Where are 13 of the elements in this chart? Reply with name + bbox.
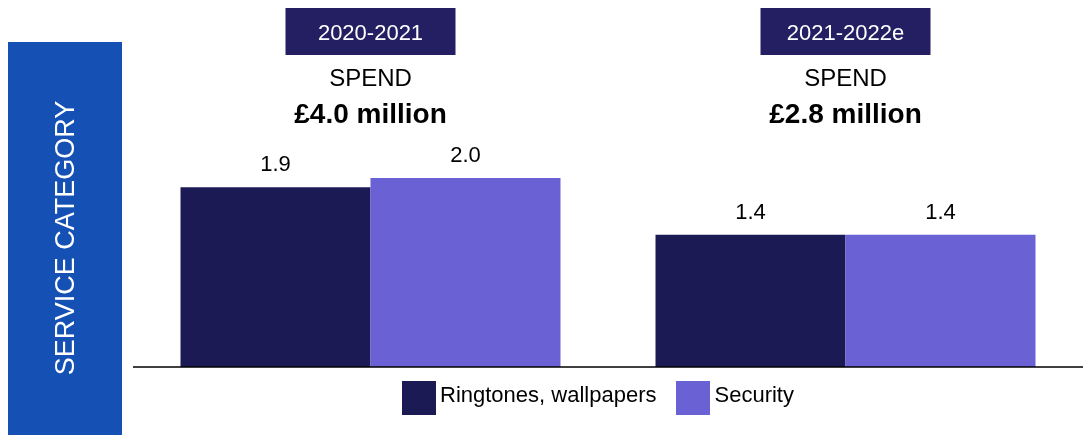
x-tick-label: 2020-2021 (317, 20, 424, 45)
text: SPEND (329, 64, 412, 91)
data-label: 1.4 (735, 198, 766, 224)
data-label: 1.9 (260, 151, 291, 177)
y-axis-title: SERVICE CATEGORY (49, 100, 81, 376)
text: £2.8 million (769, 98, 922, 129)
data-label: 1.4 (925, 198, 956, 224)
legend-label: Ringtones, wallpapers (440, 382, 657, 408)
text: SPEND (804, 64, 887, 91)
legend-label: Security (714, 382, 794, 408)
text: £4.0 million (294, 98, 447, 129)
data-label: 2.0 (450, 141, 481, 167)
x-tick-label: 2021-2022e (786, 20, 905, 45)
